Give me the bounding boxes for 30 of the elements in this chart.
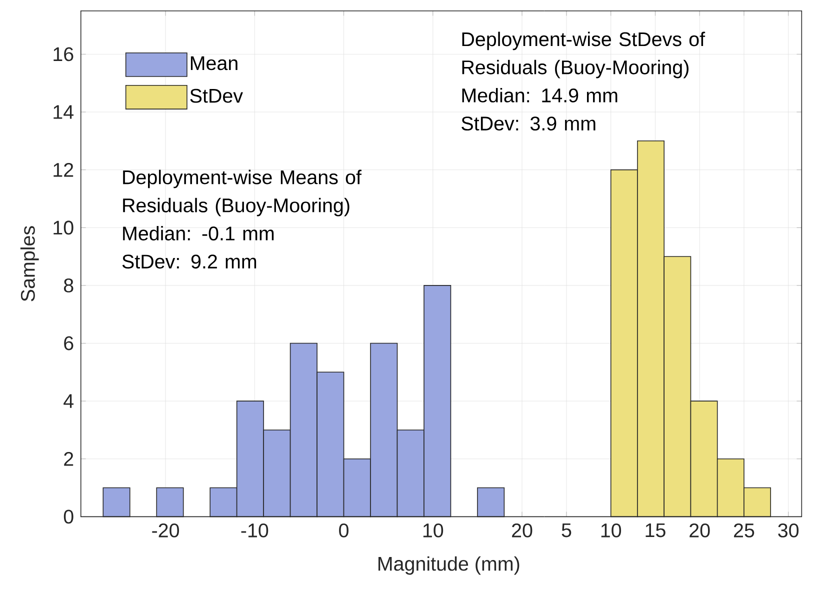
annotation: Deployment-wise Means of Residuals (Buoy-Mooring) — [123, 170, 362, 216]
x-tick-label: 30 — [778, 524, 799, 538]
y-tick-label: 14 — [54, 105, 74, 119]
x-tick-label: -10 — [241, 524, 268, 538]
annotation: StDev: 9.2 mm — [122, 254, 256, 269]
legend-label: StDev — [190, 89, 243, 103]
x-tick-label: 20 — [690, 524, 710, 538]
y-axis-title: Samples — [20, 226, 39, 302]
legend-label: Mean — [190, 56, 238, 70]
x-axis-title: Magnitude (mm) — [378, 556, 520, 575]
x-tick-label: 5 — [562, 524, 572, 538]
y-tick-label: 8 — [64, 278, 74, 293]
x-tick-label: 10 — [423, 524, 444, 538]
annotation: StDev: 3.9 mm — [462, 116, 596, 131]
x-tick-label: -20 — [152, 524, 179, 538]
x-tick-label: 25 — [734, 524, 754, 538]
y-tick-label: 0 — [64, 510, 74, 524]
x-tick-label: 15 — [646, 524, 666, 538]
y-tick-label: 4 — [64, 394, 74, 408]
annotation: Deployment-wise StDevs of Residuals (Buoy-Mooring) — [462, 32, 706, 78]
annotation: Median: 14.9 mm — [462, 88, 618, 103]
annotation: Median: -0.1 mm — [123, 226, 274, 241]
y-tick-label: 16 — [54, 47, 74, 62]
y-tick-label: 2 — [64, 452, 74, 466]
x-tick-label: 10 — [601, 524, 622, 538]
x-tick-label: 20 — [512, 524, 532, 538]
y-tick-label: 10 — [54, 220, 74, 235]
x-tick-label: 0 — [339, 524, 348, 538]
y-tick-label: 12 — [54, 163, 74, 177]
y-tick-label: 6 — [64, 336, 74, 350]
